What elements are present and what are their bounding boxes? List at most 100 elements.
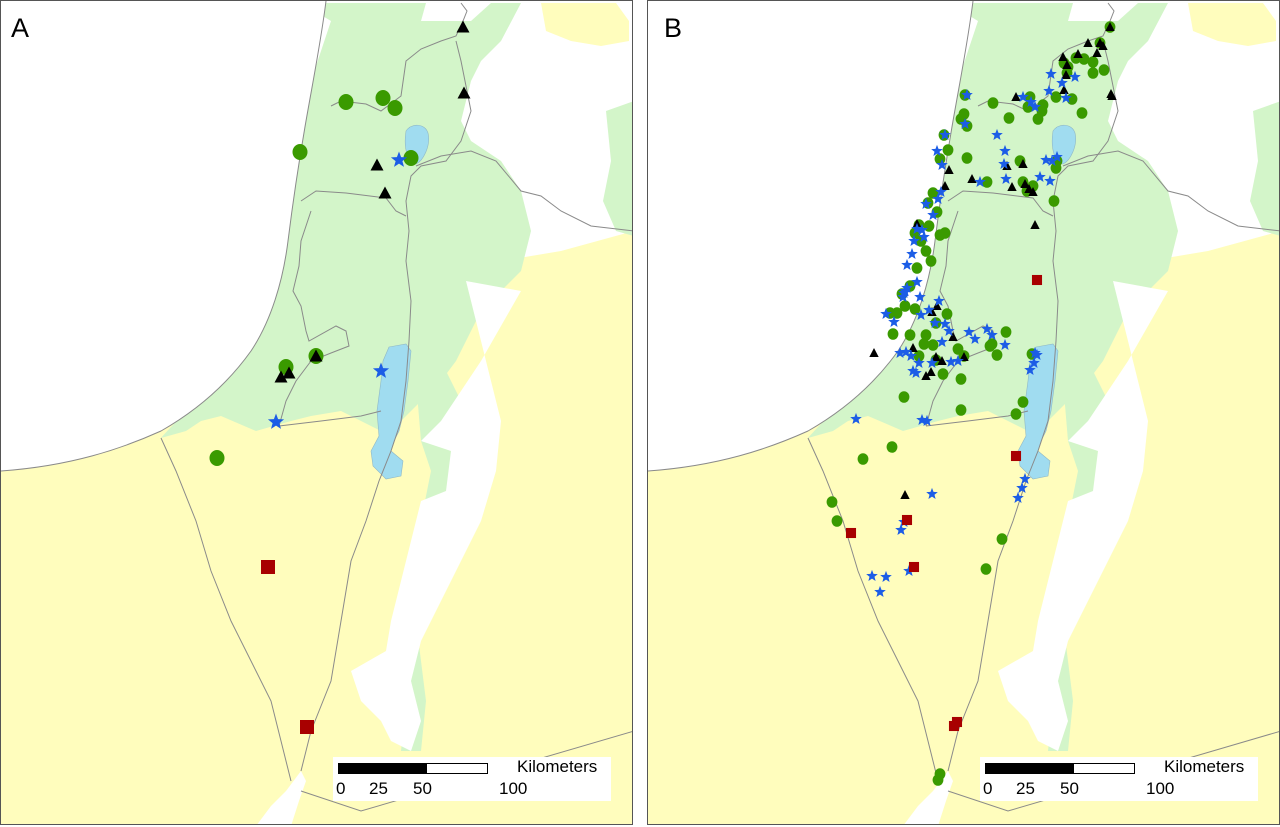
desert-region-east <box>1128 256 1279 824</box>
triangle-marker <box>1028 187 1038 196</box>
square-marker <box>845 527 857 539</box>
circle-marker <box>1017 396 1029 408</box>
triangle-marker <box>869 348 879 357</box>
borders <box>1 1 632 812</box>
triangle-markers <box>274 20 471 383</box>
circle-marker <box>1003 112 1015 124</box>
circle-marker <box>403 150 419 166</box>
star-marker <box>911 275 923 287</box>
square-marker <box>908 561 920 573</box>
square-markers <box>845 274 1043 732</box>
circle-marker <box>1050 91 1062 103</box>
star-marker <box>999 144 1011 156</box>
star-marker <box>267 413 285 429</box>
triangle-marker <box>282 366 296 379</box>
desert-region-east <box>481 256 632 824</box>
scale-tick-0: 0 <box>336 779 346 798</box>
star-marker <box>927 208 939 220</box>
triangle-marker <box>944 165 954 174</box>
triangle-marker <box>1059 85 1069 94</box>
star-marker <box>1044 174 1056 186</box>
circle-marker <box>955 404 967 416</box>
triangle-marker <box>940 181 950 190</box>
circle-marker <box>375 90 391 106</box>
star-marker <box>999 338 1011 350</box>
map-canvas-b <box>648 1 1279 824</box>
circle-marker <box>1010 408 1022 420</box>
star-marker <box>850 412 862 424</box>
circle-marker <box>961 152 973 164</box>
triangle-marker <box>370 158 384 171</box>
star-marker <box>1028 356 1040 368</box>
star-marker <box>1025 95 1037 107</box>
star-marker <box>918 230 930 242</box>
star-marker <box>1046 154 1058 166</box>
star-marker <box>905 349 917 361</box>
circle-marker <box>996 533 1008 545</box>
star-marker <box>880 570 892 582</box>
star-markers <box>267 151 408 429</box>
square-markers <box>261 560 314 734</box>
circle-marker <box>1087 67 1099 79</box>
circle-marker <box>899 300 911 312</box>
star-marker <box>923 303 935 315</box>
star-marker <box>939 317 951 329</box>
triangle-marker <box>926 367 936 376</box>
star-marker <box>916 223 928 235</box>
circle-marker <box>898 391 910 403</box>
star-marker <box>1024 363 1036 375</box>
triangle-marker <box>1107 91 1117 100</box>
triangle-marker <box>1011 92 1021 101</box>
triangle-marker <box>274 370 288 383</box>
triangle-marker <box>309 349 323 362</box>
circle-marker <box>981 176 993 188</box>
star-marker <box>929 316 941 328</box>
triangle-marker <box>1020 179 1030 188</box>
circle-marker <box>932 774 944 786</box>
mediterranean-region <box>161 3 531 438</box>
star-marker <box>931 144 943 156</box>
triangle-marker <box>1073 49 1083 58</box>
star-marker <box>901 258 913 270</box>
square-marker <box>1031 274 1043 286</box>
square-marker <box>901 514 913 526</box>
circle-marker <box>1087 56 1099 68</box>
star-marker <box>898 286 910 298</box>
star-marker <box>952 354 964 366</box>
scale-tick-50: 50 <box>413 779 432 798</box>
circle-marker <box>1000 326 1012 338</box>
star-marker <box>1019 472 1031 484</box>
star-marker <box>1029 100 1041 112</box>
star-marker <box>1060 91 1072 103</box>
circle-marker <box>955 373 967 385</box>
circle-marker <box>918 338 930 350</box>
star-marker <box>991 128 1003 140</box>
gulf-of-aqaba <box>257 771 306 824</box>
star-marker <box>888 315 900 327</box>
star-marker <box>895 523 907 535</box>
circle-marker <box>826 496 838 508</box>
star-marker <box>1017 90 1029 102</box>
star-marker <box>1000 172 1012 184</box>
star-marker <box>945 355 957 367</box>
scale-bar-b: Kilometers 0 25 50 100 <box>980 757 1258 801</box>
desert-region-ne <box>1188 3 1276 46</box>
star-marker <box>981 322 993 334</box>
circle-marker <box>1076 107 1088 119</box>
scale-bar-a: Kilometers 0 25 50 100 <box>333 757 611 801</box>
star-marker <box>913 356 925 368</box>
square-marker <box>951 716 963 728</box>
circle-marker <box>987 97 999 109</box>
star-marker <box>921 414 933 426</box>
circle-marker <box>920 329 932 341</box>
triangle-marker <box>1002 161 1012 170</box>
dead-sea <box>370 343 412 480</box>
circle-marker <box>338 94 354 110</box>
scale-tick-25: 25 <box>369 779 388 798</box>
star-marker <box>1045 67 1057 79</box>
triangle-marker <box>457 86 471 99</box>
plateau-white <box>998 281 1168 751</box>
circle-marker <box>886 441 898 453</box>
scale-bar-graphic <box>985 763 1135 774</box>
circle-marker <box>939 227 951 239</box>
